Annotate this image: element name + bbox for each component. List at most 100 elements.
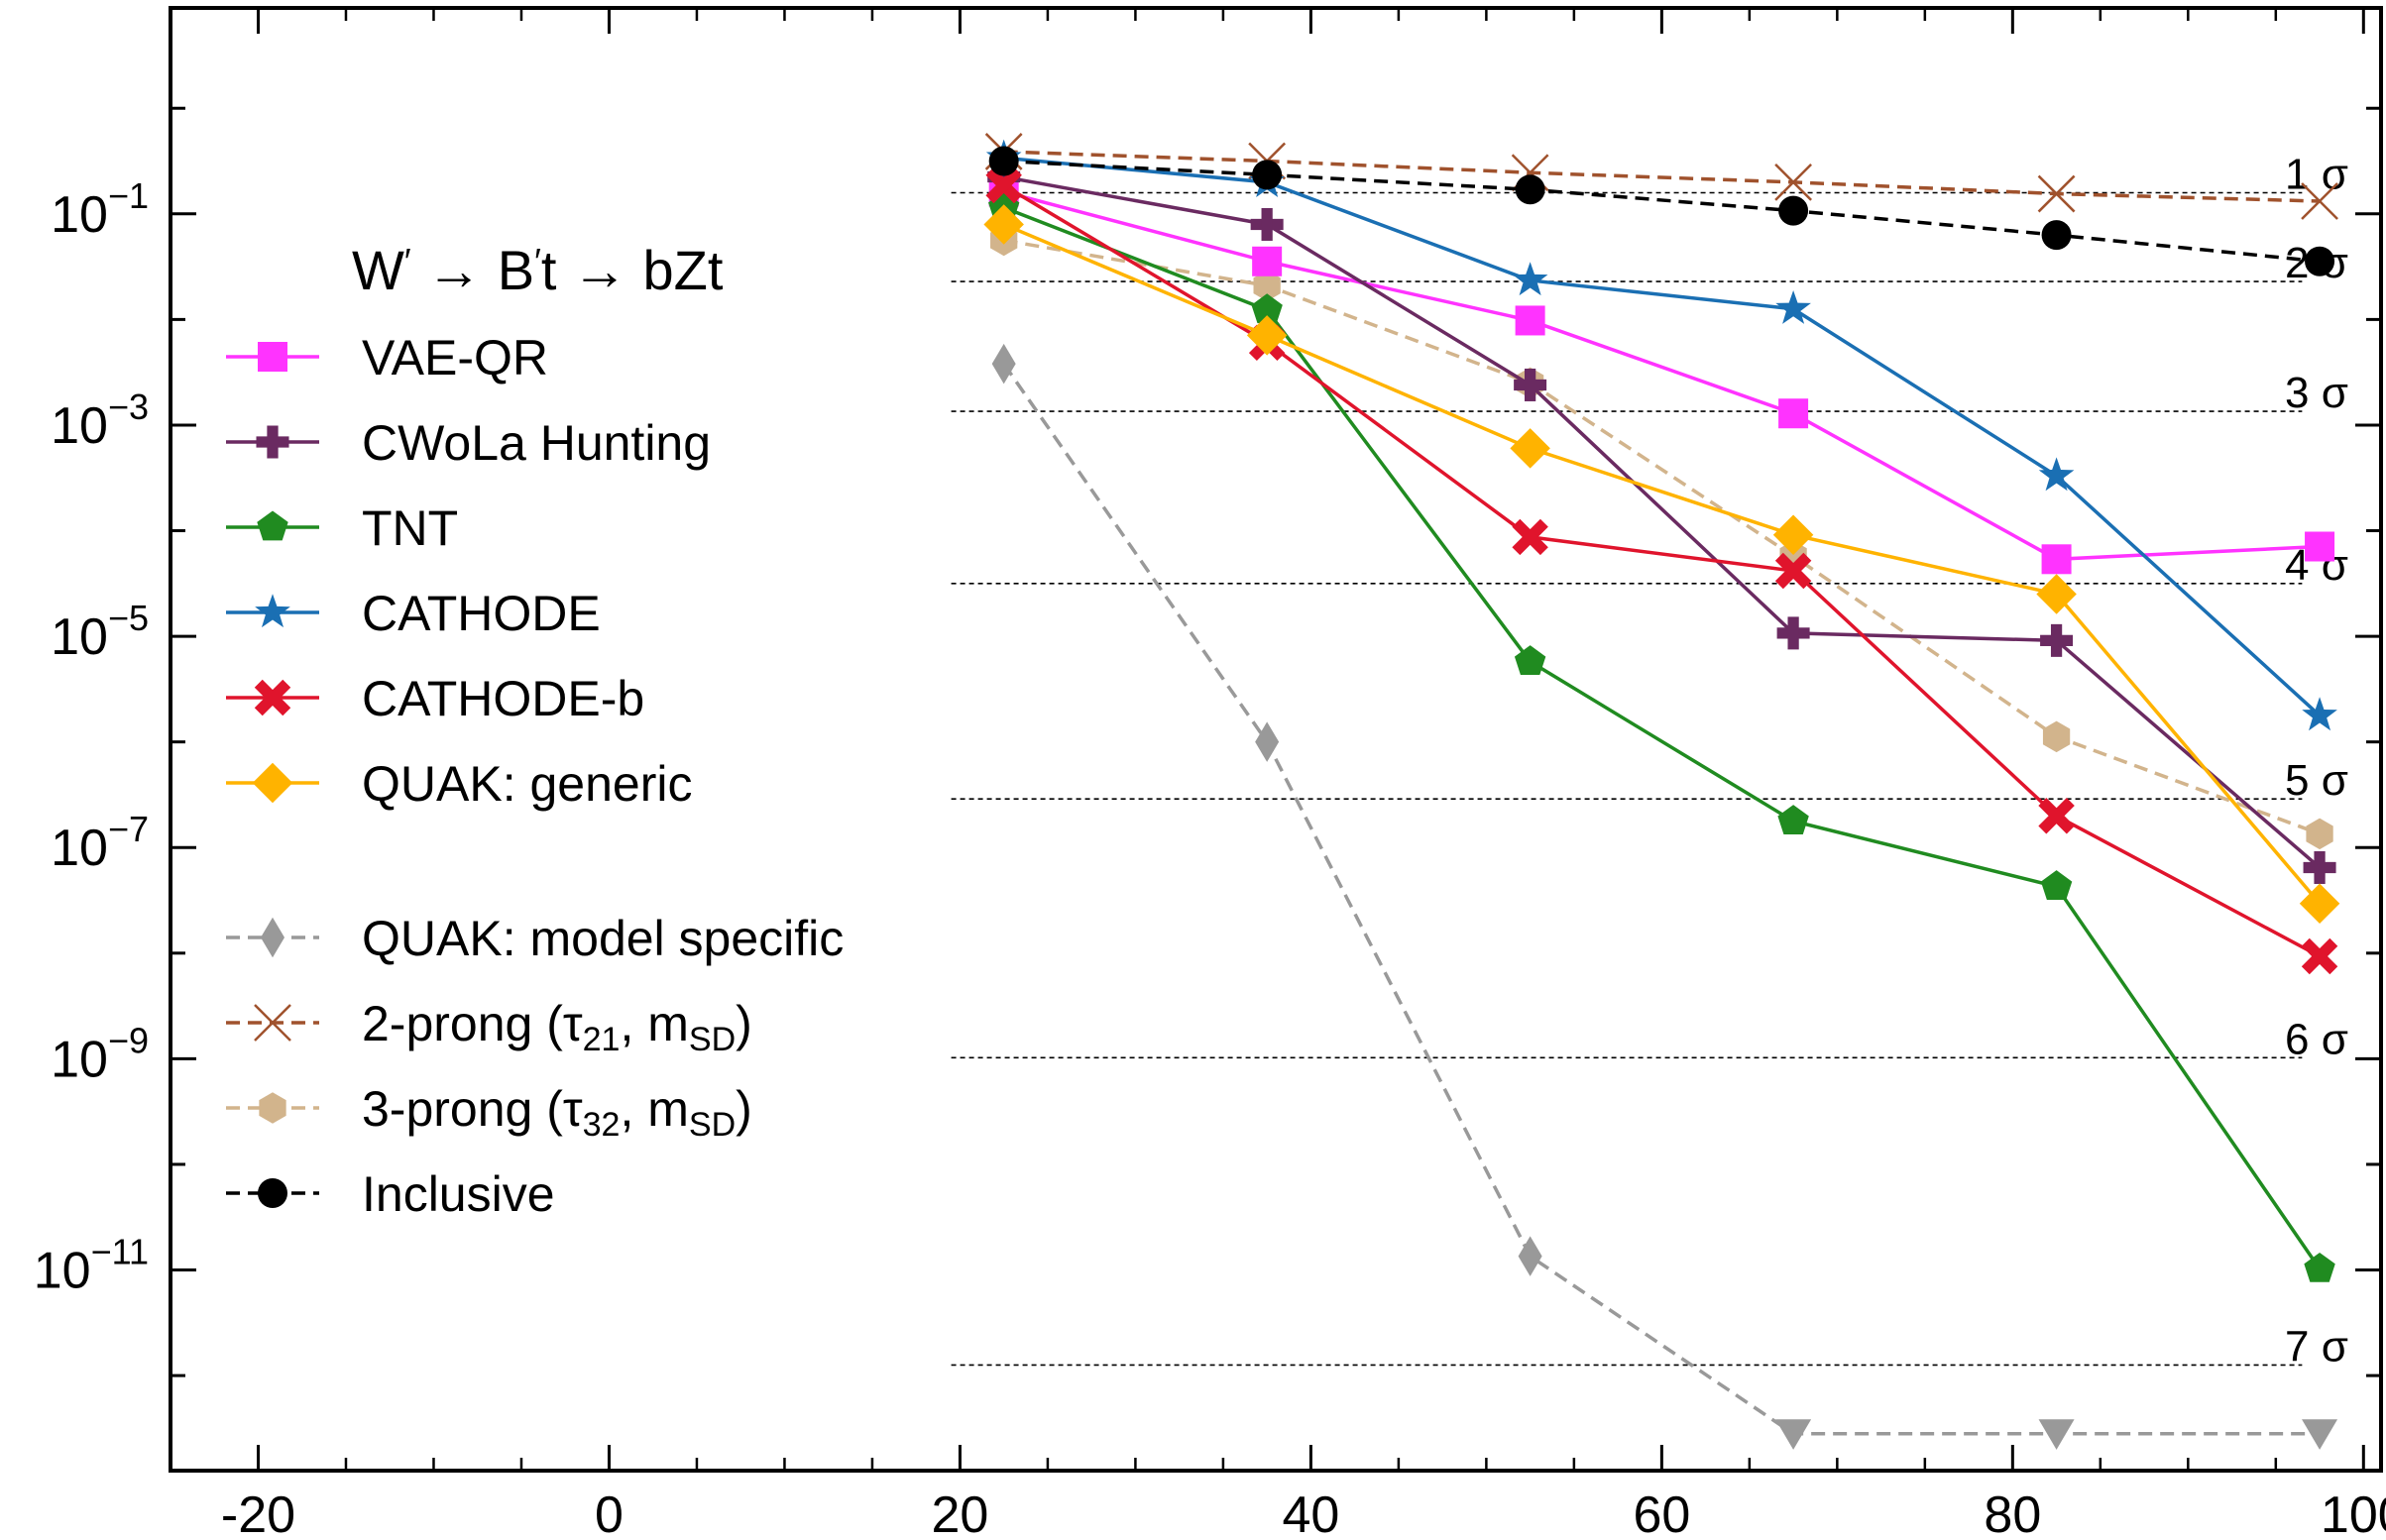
- marker-shape: [2305, 246, 2335, 276]
- data-point: [1518, 1236, 1542, 1276]
- marker-shape: [254, 679, 291, 716]
- significance-lines: 1 σ2 σ3 σ4 σ5 σ6 σ7 σ: [951, 150, 2348, 1371]
- marker-shape: [2306, 818, 2333, 850]
- series-vae-qr: [988, 176, 2335, 575]
- marker-shape: [2314, 850, 2326, 884]
- marker-shape: [2042, 720, 2071, 753]
- legend-item: 3-prong (τ32, mSD): [226, 1081, 752, 1144]
- legend-marker: [259, 1092, 286, 1124]
- data-point: [1776, 616, 1810, 650]
- marker-shape: [1772, 514, 1814, 556]
- data-point: [1774, 552, 1812, 590]
- data-point: [2302, 697, 2337, 731]
- legend-label: Inclusive: [362, 1166, 555, 1222]
- legend-item: Inclusive: [226, 1166, 555, 1222]
- marker-shape: [1787, 616, 1799, 650]
- marker-shape: [1252, 246, 1283, 276]
- data-point: [1515, 305, 1545, 336]
- marker-shape: [259, 1092, 286, 1124]
- data-point: [2305, 246, 2335, 276]
- marker-shape: [983, 204, 1024, 245]
- data-point: [1514, 645, 1546, 676]
- data-point: [1778, 195, 1809, 226]
- data-point: [2041, 544, 2072, 575]
- sigma-label: 6 σ: [2285, 1015, 2348, 1063]
- marker-shape: [1777, 805, 1809, 834]
- marker-shape: [2050, 623, 2063, 657]
- legend-item: QUAK: model specific: [226, 911, 844, 966]
- series-line: [1003, 150, 2321, 203]
- marker-shape: [2041, 220, 2072, 251]
- data-point: [1772, 514, 1814, 556]
- legend-label: TNT: [362, 500, 458, 556]
- legend-item: QUAK: generic: [226, 756, 692, 812]
- x-tick-label: 0: [595, 1486, 624, 1540]
- marker-shape: [1525, 368, 1536, 401]
- data-point: [2040, 623, 2074, 657]
- marker-shape: [1246, 315, 1288, 356]
- x-tick-label: 40: [1282, 1486, 1339, 1540]
- marker-shape: [2038, 457, 2075, 492]
- series-line: [1002, 222, 2322, 905]
- data-point: [988, 146, 1019, 176]
- marker-shape: [2038, 1419, 2075, 1450]
- data-point: [1251, 293, 1283, 324]
- data-point: [2299, 883, 2340, 924]
- data-point: [1246, 315, 1288, 356]
- legend-label: CATHODE: [362, 586, 601, 641]
- legend-item: CATHODE: [226, 586, 601, 641]
- series-cathode-b: [985, 166, 2338, 975]
- legend: W′ → B′t → bZt VAE-QR CWoLa Hunting TNT CATH…: [226, 239, 844, 1222]
- y-tick-label: 10−1: [51, 175, 149, 244]
- data-point: [1515, 174, 1545, 205]
- legend-marker: [258, 342, 287, 372]
- legend-marker: [252, 762, 293, 804]
- marker-shape: [1514, 645, 1546, 676]
- series-quak-model-specific: [991, 343, 2338, 1450]
- sigma-label: 7 σ: [2285, 1322, 2348, 1371]
- legend-label: 2-prong (τ21, mSD): [362, 996, 752, 1058]
- series-quak-generic: [983, 204, 2340, 924]
- series-cathode: [985, 139, 2337, 731]
- x-tick-label: 100: [2321, 1486, 2386, 1540]
- marker-shape: [254, 1004, 291, 1042]
- data-point: [985, 166, 1022, 204]
- y-tick-label: 10−11: [34, 1232, 149, 1300]
- y-tick-label: 10−3: [51, 386, 149, 455]
- data-point: [1778, 398, 1809, 429]
- data-point: [2302, 1419, 2338, 1450]
- marker-shape: [991, 343, 1016, 385]
- legend-marker: [261, 917, 284, 958]
- marker-shape: [2041, 544, 2072, 575]
- data-point: [2306, 818, 2333, 850]
- marker-shape: [1778, 398, 1809, 429]
- plot-frame: [169, 6, 2383, 1473]
- marker-shape: [1774, 163, 1812, 201]
- data-point: [1253, 270, 1281, 302]
- series-line: [1003, 156, 2322, 717]
- data-point: [2303, 850, 2336, 884]
- legend-marker: [255, 594, 290, 628]
- data-point: [2305, 531, 2335, 562]
- marker-shape: [267, 425, 279, 459]
- data-point: [1252, 160, 1283, 190]
- marker-shape: [1775, 289, 1811, 324]
- series-line: [1003, 205, 2322, 1270]
- data-point: [2038, 1419, 2075, 1450]
- legend-marker: [254, 1004, 291, 1042]
- legend-label: CWoLa Hunting: [362, 415, 711, 471]
- marker-shape: [1252, 160, 1283, 190]
- x-tick-label: -20: [221, 1486, 295, 1540]
- marker-shape: [2301, 937, 2338, 975]
- legend-item: CATHODE-b: [226, 671, 644, 726]
- marker-shape: [252, 762, 293, 804]
- legend-marker: [257, 510, 288, 541]
- marker-shape: [261, 917, 284, 958]
- sigma-label: 1 σ: [2285, 150, 2348, 198]
- data-point: [1512, 518, 1548, 556]
- data-point: [2036, 574, 2077, 614]
- series-line: [1003, 174, 2322, 869]
- data-point: [991, 343, 1016, 385]
- data-point: [1774, 163, 1812, 201]
- x-tick-label: 20: [932, 1486, 989, 1540]
